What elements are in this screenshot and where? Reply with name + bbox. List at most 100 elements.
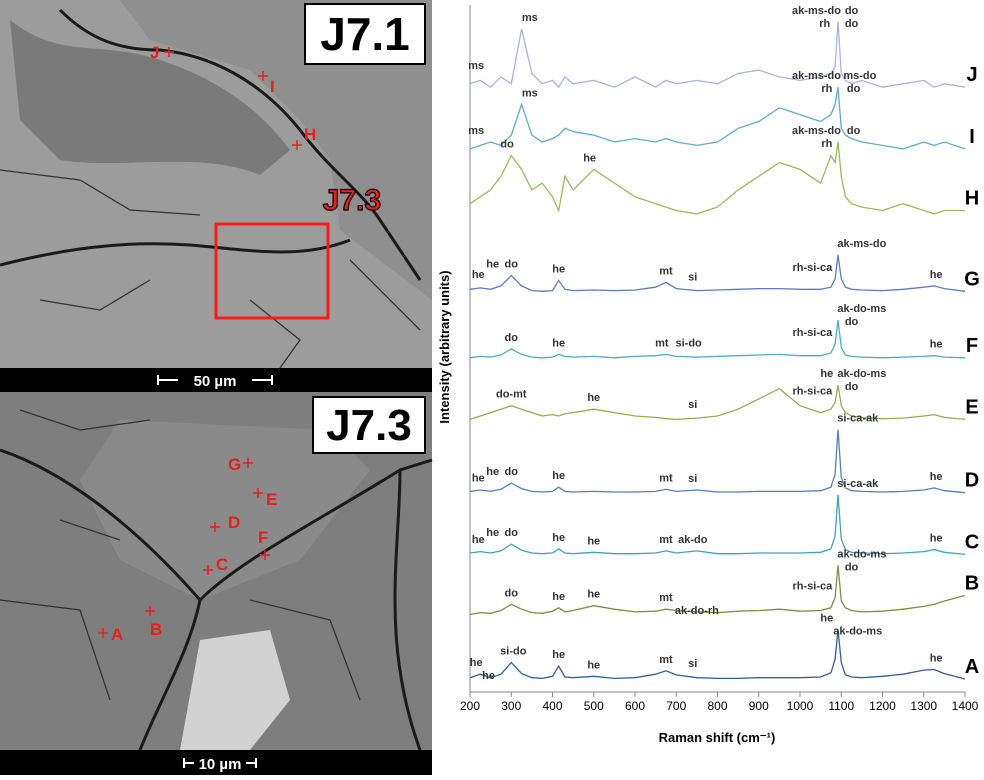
peak-label: he (820, 368, 833, 380)
peak-label: he (930, 533, 943, 545)
peak-label: do-mt (496, 389, 527, 401)
peak-label: rh (819, 18, 830, 30)
peak-label: he (583, 152, 596, 164)
point-label: B (150, 620, 162, 639)
peak-label: ak-do-ms (837, 548, 886, 560)
spectrum (469, 565, 966, 616)
point-label: H (304, 125, 316, 144)
inset-label: J7.3 (323, 184, 381, 217)
series-label: I (969, 126, 975, 148)
peak-label: do (845, 5, 859, 17)
peak-label: do (505, 466, 519, 478)
series-label: E (965, 396, 978, 418)
peak-label: ak-do-rh (675, 605, 719, 617)
peak-label: ak-ms-do (837, 238, 886, 250)
x-tick-label: 200 (460, 699, 480, 713)
spectrum (469, 320, 966, 359)
point-label: J (150, 43, 159, 62)
peak-label: ms (522, 12, 538, 24)
peak-label: do (505, 527, 519, 539)
x-tick-label: 500 (584, 699, 604, 713)
spectrum (469, 22, 966, 89)
peak-label: si (688, 473, 697, 485)
series-label: B (965, 572, 979, 594)
scale-bar: 50 µm (194, 373, 237, 390)
series-label: H (965, 188, 979, 210)
point-label: C (216, 555, 228, 574)
x-axis-title: Raman shift (cm⁻¹) (659, 730, 776, 745)
peak-label: do (845, 18, 859, 30)
peak-label: he (472, 534, 485, 546)
spectrum (469, 429, 966, 494)
x-tick-label: 1100 (828, 699, 854, 713)
peak-label: do (505, 332, 519, 344)
peak-label: he (820, 613, 833, 625)
spectrum (469, 254, 966, 292)
peak-label: do (845, 561, 859, 573)
point-label: I (270, 77, 275, 96)
peak-label: rh-si-ca (793, 385, 834, 397)
peak-label: he (587, 659, 600, 671)
scale-bar-band (0, 368, 432, 392)
series-label: G (964, 268, 980, 290)
peak-label: rh-si-ca (793, 327, 834, 339)
spectrum (469, 87, 966, 150)
x-tick-label: 1000 (787, 699, 814, 713)
series-label: J (966, 64, 977, 86)
peak-label: he (470, 657, 483, 669)
peak-label: ak-do-ms (837, 303, 886, 315)
peak-label: ms-do (843, 70, 876, 82)
peak-label: he (930, 652, 943, 664)
peak-label: ms (522, 87, 538, 99)
peak-label: mt (659, 654, 673, 666)
spectrum (469, 494, 966, 556)
spectrum (469, 385, 966, 421)
peak-label: he (587, 589, 600, 601)
peak-label: do (505, 259, 519, 271)
x-tick-label: 400 (542, 699, 562, 713)
peak-label: he (552, 263, 565, 275)
peak-label: he (482, 670, 495, 682)
x-tick-label: 700 (666, 699, 686, 713)
micrograph-bottom: J7.3 G E D F C A B (0, 392, 433, 751)
peak-label: ak-ms-do (792, 125, 841, 137)
x-tick-label: 1200 (869, 699, 896, 713)
micrograph-title: J7.1 (320, 8, 410, 60)
peak-label: he (486, 527, 499, 539)
peak-label: he (930, 471, 943, 483)
peak-label: ak-do (678, 534, 708, 546)
point-label: F (258, 528, 268, 547)
peak-label: mt (659, 534, 673, 546)
x-tick-label: 1400 (952, 699, 979, 713)
spectrum (469, 629, 966, 680)
point-label: E (266, 490, 277, 509)
series-label: F (966, 335, 978, 357)
peak-label: he (552, 532, 565, 544)
scale-bar: 10 µm (199, 756, 242, 773)
peak-label: ak-do-ms (833, 626, 882, 638)
point-label: G (228, 455, 241, 474)
peak-label: si-ca-ak (837, 413, 879, 425)
micrograph-title: J7.3 (326, 401, 412, 450)
spectrum (469, 141, 965, 215)
peak-label: si-do (500, 646, 527, 658)
peak-label: he (472, 472, 485, 484)
peak-label: si-do (675, 337, 702, 349)
peak-label: si (688, 399, 697, 411)
peak-label: mt (659, 265, 673, 277)
x-tick-label: 800 (707, 699, 727, 713)
peak-label: rh-si-ca (793, 262, 834, 274)
peak-label: he (930, 339, 943, 351)
series-label: C (965, 531, 979, 553)
peak-label: he (552, 337, 565, 349)
peak-label: rh-si-ca (793, 581, 834, 593)
peak-label: si (688, 272, 697, 284)
peak-label: mt (655, 337, 669, 349)
peak-label: ak-ms-do (792, 70, 841, 82)
peak-label: he (587, 535, 600, 547)
peak-label: he (552, 649, 565, 661)
peak-label: do (500, 139, 514, 151)
y-axis-title: Intensity (arbitrary units) (437, 270, 452, 423)
peak-label: do (845, 316, 859, 328)
peak-label: ak-ms-do (792, 5, 841, 17)
